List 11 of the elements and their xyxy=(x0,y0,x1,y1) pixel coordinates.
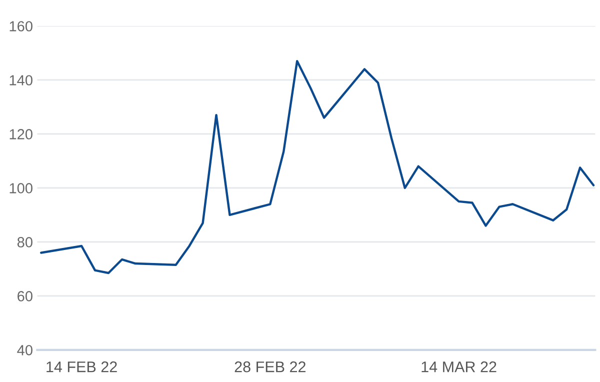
y-tick-label: 140 xyxy=(10,75,32,86)
x-tick-label: 14 MAR 22 xyxy=(422,361,496,372)
y-tick-label: 80 xyxy=(17,237,32,248)
x-tick-label: 28 FEB 22 xyxy=(234,361,306,372)
y-tick-label: 60 xyxy=(18,291,32,302)
y-tick-label: 100 xyxy=(10,183,32,194)
x-tick-label: 14 FEB 22 xyxy=(46,361,117,372)
y-tick-label: 160 xyxy=(10,21,32,32)
y-tick-label: 40 xyxy=(17,345,32,356)
line-series xyxy=(40,60,595,274)
y-tick-label: 120 xyxy=(10,129,32,140)
